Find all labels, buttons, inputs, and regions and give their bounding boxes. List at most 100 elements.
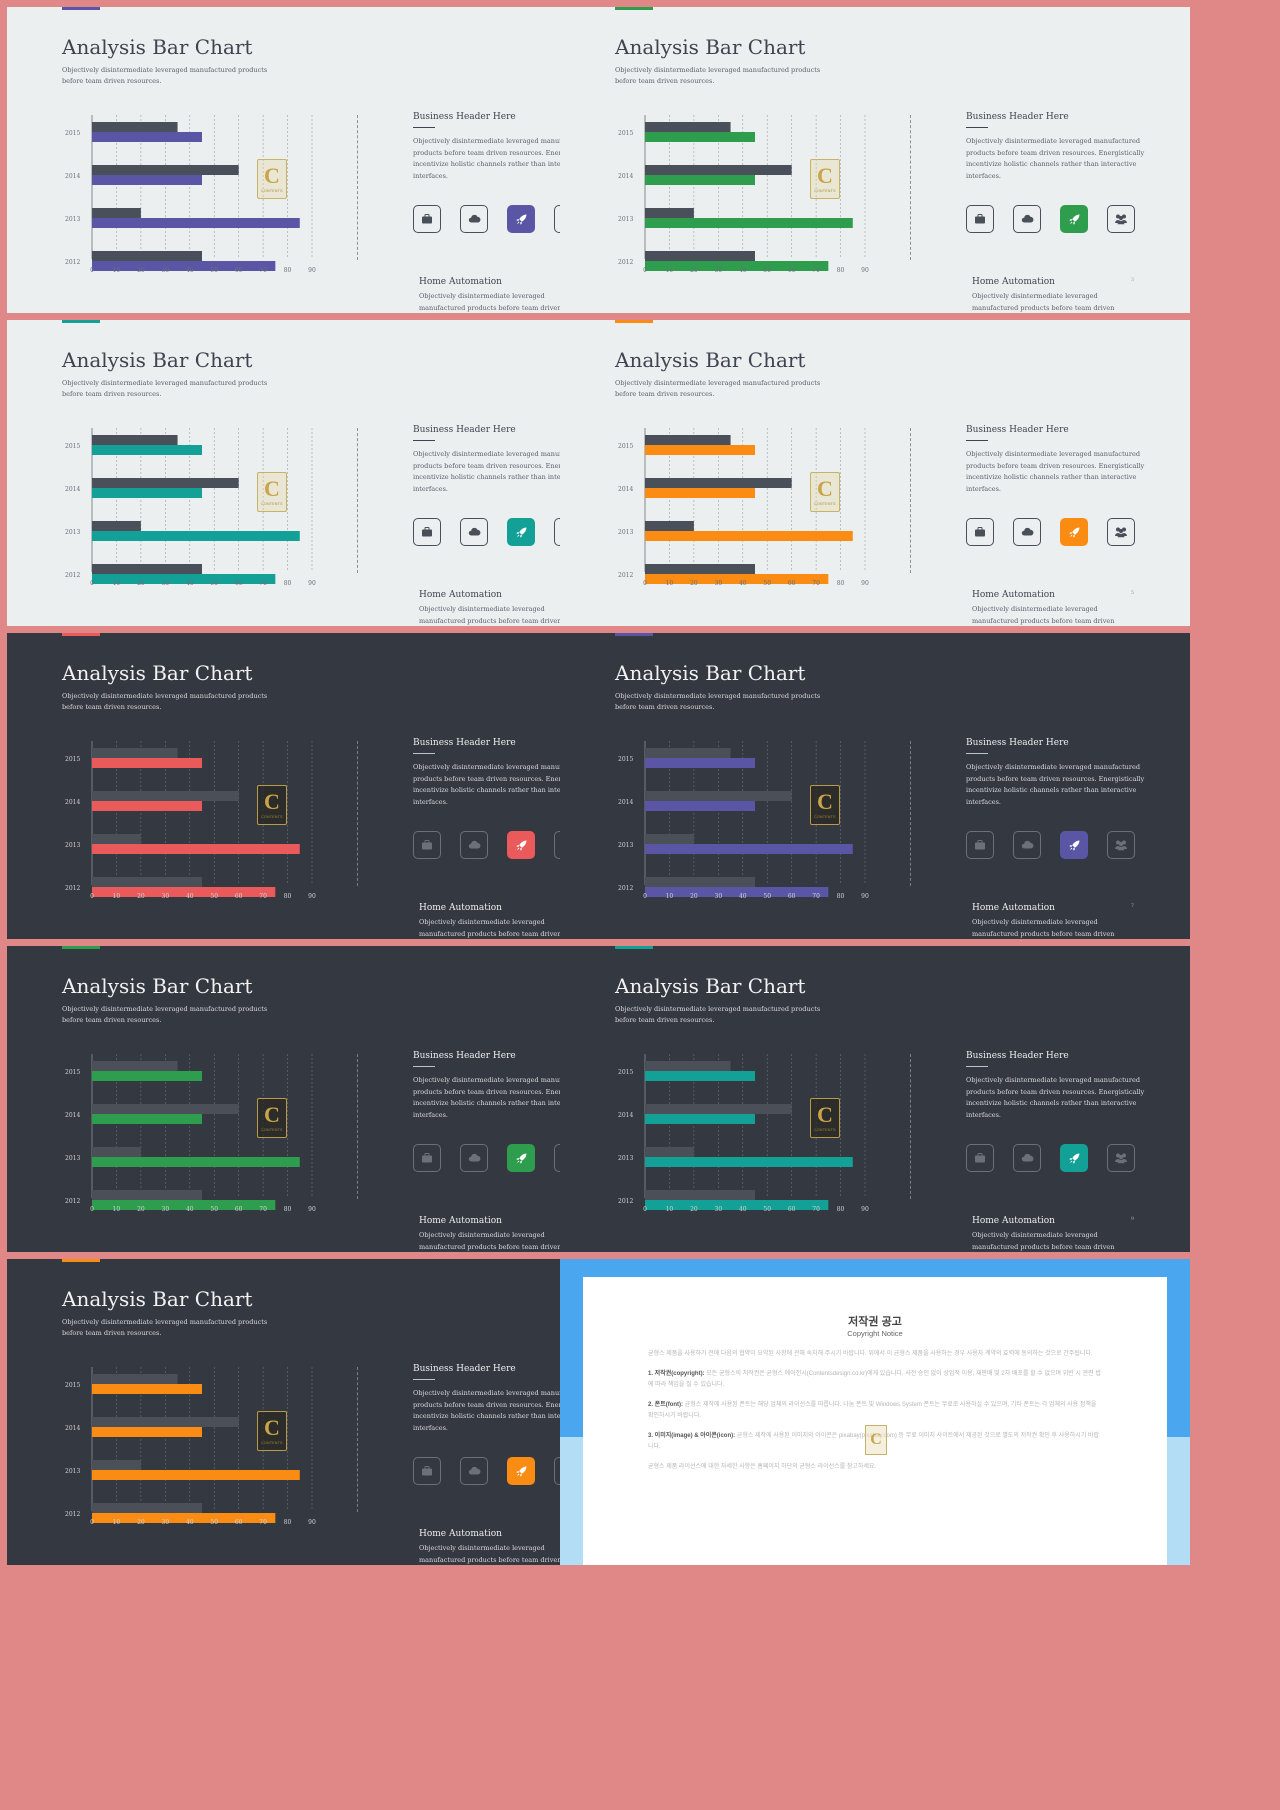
header-rule [966, 127, 988, 128]
category-label: 2013 [65, 842, 80, 849]
notice-card: 저작권 공고 Copyright Notice 균형스 제품을 사용하기 전에 다음… [583, 1277, 1167, 1565]
bar-series1-2012 [645, 564, 755, 574]
bar-series1-2013 [645, 1147, 694, 1157]
bar-series1-2014 [645, 478, 792, 488]
bar-series2-2014 [645, 175, 755, 185]
bar-series2-2012 [645, 261, 829, 271]
category-label: 2014 [618, 173, 633, 180]
bar-series1-2014 [645, 165, 792, 175]
bar-series1-2015 [92, 122, 178, 132]
rocket-button[interactable] [1060, 205, 1088, 233]
x-tick-label: 40 [186, 267, 194, 274]
x-tick-label: 90 [861, 1206, 869, 1213]
cloud-button[interactable] [1013, 1144, 1041, 1172]
x-tick-label: 20 [690, 267, 698, 274]
home-automation-header: Home Automation [419, 590, 502, 600]
cloud-button[interactable] [460, 1144, 488, 1172]
bar-series2-2015 [92, 1384, 202, 1394]
users-icon [1114, 526, 1128, 538]
slide-subtitle: Objectively disintermediate leveraged ma… [62, 66, 268, 85]
bar-series1-2013 [92, 834, 141, 844]
rocket-button[interactable] [507, 1457, 535, 1485]
category-label: 2012 [65, 259, 80, 266]
bar-series1-2015 [92, 1374, 178, 1384]
briefcase-button[interactable] [966, 831, 994, 859]
business-text: Objectively disintermediate leveraged ma… [413, 1076, 592, 1119]
briefcase-icon [421, 1152, 433, 1164]
slide-title: Analysis Bar Chart [62, 348, 253, 372]
x-tick-label: 40 [186, 1206, 194, 1213]
users-button[interactable] [1107, 205, 1135, 233]
briefcase-button[interactable] [413, 205, 441, 233]
rocket-button[interactable] [1060, 831, 1088, 859]
bar-series1-2013 [92, 1460, 141, 1470]
home-automation-header: Home Automation [972, 1216, 1055, 1226]
x-tick-label: 80 [284, 1519, 292, 1526]
x-tick-label: 20 [137, 267, 145, 274]
notice-subtitle: Copyright Notice [847, 1329, 903, 1338]
briefcase-button[interactable] [413, 831, 441, 859]
rocket-button[interactable] [507, 831, 535, 859]
home-automation-text: Objectively disintermediate leveraged ma… [419, 605, 562, 625]
bar-series1-2012 [92, 877, 202, 887]
rocket-button[interactable] [507, 518, 535, 546]
rocket-button[interactable] [1060, 518, 1088, 546]
bar-chart: 2015 2014 2013 2012 0 10 20 30 40 50 60 70 80 90 [65, 741, 316, 900]
briefcase-button[interactable] [413, 1144, 441, 1172]
category-label: 2015 [65, 1382, 80, 1389]
x-tick-label: 40 [739, 267, 747, 274]
home-automation-text: Objectively disintermediate leveraged ma… [972, 292, 1115, 312]
logo-text: CONTENTS [261, 1441, 283, 1445]
briefcase-button[interactable] [413, 518, 441, 546]
bar-series1-2014 [645, 1104, 792, 1114]
x-tick-label: 70 [259, 1519, 267, 1526]
cloud-button[interactable] [460, 1457, 488, 1485]
x-tick-label: 30 [162, 893, 170, 900]
business-header: Business Header Here [966, 425, 1069, 435]
rocket-button[interactable] [507, 1144, 535, 1172]
cloud-button[interactable] [1013, 831, 1041, 859]
rocket-button[interactable] [507, 205, 535, 233]
x-tick-label: 40 [739, 1206, 747, 1213]
x-tick-label: 30 [715, 893, 723, 900]
users-button[interactable] [1107, 518, 1135, 546]
business-text: Objectively disintermediate leveraged ma… [413, 450, 592, 493]
bar-series1-2015 [645, 435, 731, 445]
briefcase-button[interactable] [966, 1144, 994, 1172]
x-tick-label: 10 [666, 893, 674, 900]
x-tick-label: 30 [162, 580, 170, 587]
category-label: 2014 [65, 1112, 80, 1119]
bar-series1-2014 [645, 791, 792, 801]
users-icon [1114, 1152, 1128, 1164]
briefcase-button[interactable] [966, 205, 994, 233]
cloud-button[interactable] [460, 518, 488, 546]
header-rule [413, 1379, 435, 1380]
bar-series1-2013 [645, 208, 694, 218]
cloud-button[interactable] [460, 205, 488, 233]
users-button[interactable] [1107, 831, 1135, 859]
bar-series2-2013 [92, 531, 300, 541]
slide-subtitle: Objectively disintermediate leveraged ma… [62, 1318, 268, 1337]
users-icon [1114, 213, 1128, 225]
x-tick-label: 80 [837, 1206, 845, 1213]
cloud-button[interactable] [460, 831, 488, 859]
bar-series1-2012 [92, 1503, 202, 1513]
rocket-button[interactable] [1060, 1144, 1088, 1172]
home-automation-header: Home Automation [972, 903, 1055, 913]
cloud-button[interactable] [1013, 205, 1041, 233]
bar-series1-2012 [645, 877, 755, 887]
users-button[interactable] [1107, 1144, 1135, 1172]
bar-series2-2012 [92, 887, 276, 897]
briefcase-icon [974, 526, 986, 538]
logo-letter: C [817, 476, 833, 501]
briefcase-button[interactable] [413, 1457, 441, 1485]
scroll-indicator [357, 741, 359, 886]
briefcase-button[interactable] [966, 518, 994, 546]
x-tick-label: 30 [162, 1519, 170, 1526]
header-rule [966, 440, 988, 441]
scroll-indicator [910, 428, 912, 573]
logo-letter: C [264, 789, 280, 814]
cloud-button[interactable] [1013, 518, 1041, 546]
bar-series2-2015 [645, 445, 755, 455]
bar-series1-2012 [645, 1190, 755, 1200]
